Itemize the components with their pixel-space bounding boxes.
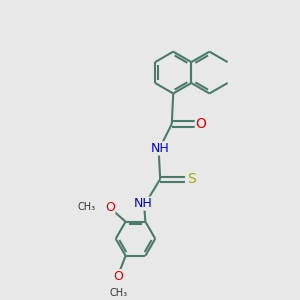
Text: S: S (187, 172, 196, 186)
Text: NH: NH (151, 142, 169, 155)
Text: NH: NH (134, 197, 153, 210)
Text: O: O (105, 201, 115, 214)
Text: CH₃: CH₃ (77, 202, 95, 212)
Text: CH₃: CH₃ (109, 288, 128, 298)
Text: O: O (195, 117, 206, 131)
Text: O: O (113, 270, 123, 283)
